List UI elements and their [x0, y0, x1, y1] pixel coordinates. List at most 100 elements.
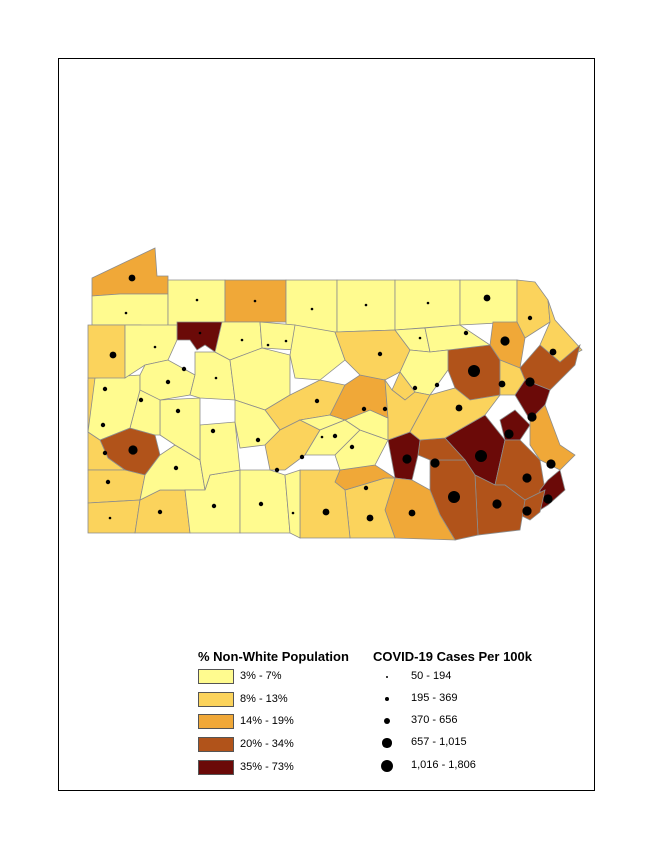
- dot-lawrence: [100, 422, 106, 428]
- dot-sullivan: [418, 336, 422, 340]
- dot-bedford: [258, 501, 264, 507]
- dot-monroe: [525, 377, 535, 387]
- county-greene: [87, 499, 141, 534]
- dot-lackawanna: [500, 336, 510, 346]
- dot-wayne: [527, 315, 533, 321]
- dot-clinton: [266, 343, 270, 347]
- dot-blair: [255, 437, 261, 443]
- legend-dot-4: [382, 738, 392, 748]
- dot-luzerne: [468, 365, 480, 377]
- dot-berks: [475, 450, 487, 462]
- legend-dot-5: [381, 760, 393, 772]
- county-bedford: [239, 469, 291, 534]
- dot-armstrong: [138, 397, 144, 403]
- dot-carbon: [498, 380, 506, 388]
- dot-jefferson: [181, 366, 187, 372]
- county-mercer: [87, 324, 126, 379]
- dot-crawford: [124, 311, 128, 315]
- dot-beaver: [102, 450, 108, 456]
- dot-northumberland: [382, 406, 388, 412]
- dot-susquehanna: [483, 294, 491, 302]
- county-erie: [91, 247, 169, 297]
- dot-indiana: [175, 408, 181, 414]
- fill-legend-title: % Non-White Population: [198, 649, 349, 664]
- dot-mercer: [109, 351, 117, 359]
- dot-delaware: [522, 506, 532, 516]
- dot-wyoming: [463, 330, 469, 336]
- county-bucks: [529, 404, 576, 471]
- legend-label-4: 20% - 34%: [240, 738, 294, 750]
- dot-venango: [153, 345, 157, 349]
- county-fulton: [284, 469, 301, 539]
- dot-adams: [366, 514, 374, 522]
- dot-pike: [549, 348, 557, 356]
- county-lehigh: [499, 409, 531, 441]
- dot-fulton: [291, 511, 295, 515]
- legend-swatch-3: [198, 714, 234, 729]
- dot-lebanon: [430, 458, 440, 468]
- legend-label-3: 14% - 19%: [240, 715, 294, 727]
- dot-washington: [105, 479, 111, 485]
- dot-lehigh: [504, 429, 514, 439]
- dot-union: [361, 406, 367, 412]
- county-forest: [176, 321, 223, 353]
- dot-westmoreland: [173, 465, 179, 471]
- legend-dot-label-2: 195 - 369: [411, 692, 458, 704]
- county-susquehanna: [459, 279, 518, 326]
- county-potter: [285, 279, 338, 333]
- dot-lancaster: [448, 491, 460, 503]
- dot-chester: [492, 499, 502, 509]
- dot-greene: [108, 516, 112, 520]
- county-lycoming: [334, 329, 411, 381]
- legend-dot-3: [383, 717, 391, 725]
- dot-franklin: [322, 508, 330, 516]
- dot-erie: [128, 274, 136, 282]
- county-wayne: [516, 279, 551, 339]
- dot-centre: [314, 398, 320, 404]
- dot-forest: [198, 331, 202, 335]
- legend-swatch-1: [198, 669, 234, 684]
- dot-bradford: [426, 301, 430, 305]
- county-washington: [87, 469, 146, 504]
- legend-swatch-5: [198, 760, 234, 775]
- dot-mifflin: [320, 435, 324, 439]
- dot-lycoming: [377, 351, 383, 357]
- legend-dot-label-3: 370 - 656: [411, 714, 458, 726]
- dot-bucks: [546, 459, 556, 469]
- dot-clearfield: [214, 376, 218, 380]
- dot-cumberland: [363, 485, 369, 491]
- dot-montgomery: [522, 473, 532, 483]
- legend-swatch-4: [198, 737, 234, 752]
- dot-snyder: [349, 444, 355, 450]
- county-carbon: [499, 359, 526, 396]
- dot-tioga: [364, 303, 368, 307]
- dot-huntingdon: [274, 467, 280, 473]
- dot-allegheny: [128, 445, 138, 455]
- dot-legend-title: COVID-19 Cases Per 100k: [373, 649, 532, 664]
- dot-clarion: [165, 379, 171, 385]
- dot-butler: [102, 386, 108, 392]
- dot-warren: [195, 298, 199, 302]
- dot-montour: [412, 385, 418, 391]
- legend-dot-label-1: 50 - 194: [411, 670, 452, 682]
- county-perry: [334, 429, 389, 471]
- county-wyoming: [424, 324, 492, 353]
- legend-dot-1: [385, 675, 389, 679]
- dot-york: [408, 509, 416, 517]
- dot-northampton: [527, 412, 537, 422]
- dot-dauphin: [402, 454, 412, 464]
- county-philadelphia: [539, 469, 566, 511]
- dot-somerset: [211, 503, 217, 509]
- legend-label-2: 8% - 13%: [240, 693, 288, 705]
- dot-philadelphia: [543, 494, 553, 504]
- legend-label-1: 3% - 7%: [240, 670, 282, 682]
- dot-potter: [310, 307, 314, 311]
- legend-swatch-2: [198, 692, 234, 707]
- dot-mckean: [253, 299, 257, 303]
- dot-perry: [299, 454, 305, 460]
- dot-schuylkill: [455, 404, 463, 412]
- dot-cameron: [284, 339, 288, 343]
- county-cameron: [259, 321, 296, 351]
- dot-cambria: [210, 428, 216, 434]
